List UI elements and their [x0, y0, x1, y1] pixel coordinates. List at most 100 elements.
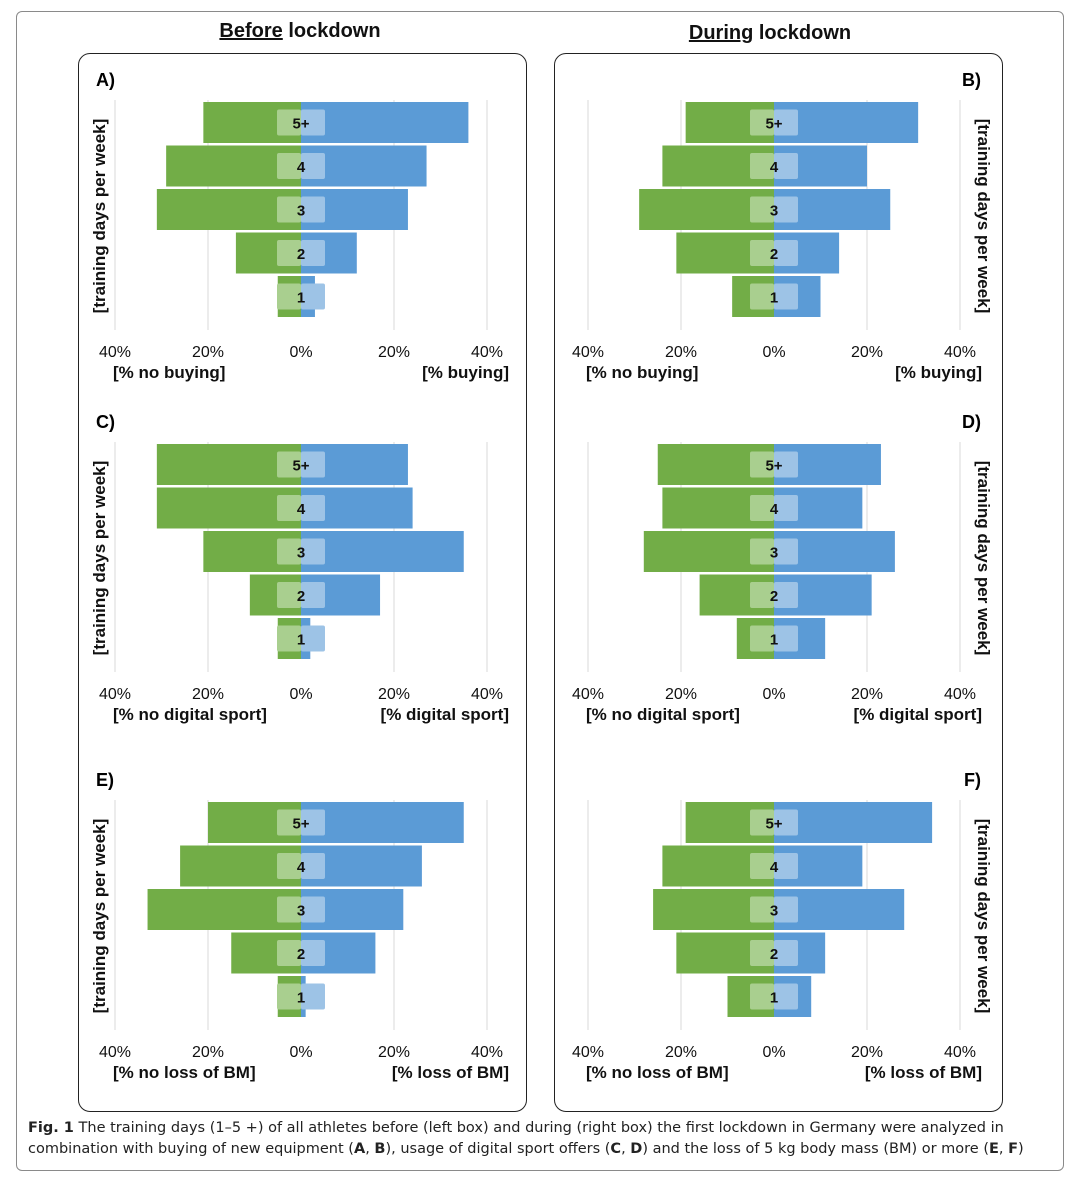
category-box-right-A-1: [301, 109, 325, 136]
category-box-right-D-2: [774, 495, 798, 521]
category-label-B-3: 3: [770, 203, 778, 220]
category-box-left-D-1: [750, 451, 774, 478]
category-box-left-B-5: [750, 283, 774, 310]
heading-before-lockdown: Before lockdown: [150, 20, 450, 43]
category-box-right-A-3: [301, 196, 325, 223]
category-label-A-1: 5+: [292, 116, 309, 133]
category-box-left-E-4: [277, 940, 301, 966]
axis-label-left-B: [% no buying]: [586, 363, 698, 382]
axis-label-right-F: [% loss of BM]: [865, 1063, 982, 1082]
tick-label-B-1: 40%: [572, 344, 604, 361]
tick-label-D-1: 40%: [572, 686, 604, 703]
category-box-left-F-1: [750, 809, 774, 836]
panel-label-A: A): [96, 70, 115, 90]
chart-panel-A: 5+ 4 3 2 1 40% 20% 0% 20% 40% [% no buying] [% buyi…: [90, 70, 509, 382]
category-box-left-A-5: [277, 283, 301, 310]
category-box-right-E-1: [301, 809, 325, 836]
y-axis-label-E: [training days per week]: [90, 819, 109, 1014]
tick-label-A-2: 20%: [192, 344, 224, 361]
chart-panel-E: 5+ 4 3 2 1 40% 20% 0% 20% 40% [% no loss of BM] [% …: [90, 770, 509, 1082]
caption-text-3: ) and the loss of 5 kg body mass (BM) or…: [642, 1141, 989, 1157]
axis-label-left-C: [% no digital sport]: [113, 705, 267, 724]
category-box-left-F-4: [750, 940, 774, 966]
category-box-left-B-4: [750, 240, 774, 266]
heading-before-rest: lockdown: [282, 20, 381, 42]
figure-caption: Fig. 1 The training days (1–5 +) of all …: [28, 1118, 1053, 1160]
category-label-B-2: 4: [770, 159, 779, 176]
panel-label-F: F): [964, 770, 981, 790]
category-box-left-A-4: [277, 240, 301, 266]
category-box-right-B-2: [774, 153, 798, 179]
category-label-C-1: 5+: [292, 458, 309, 475]
bar-left-C-1: [156, 444, 301, 485]
tick-label-F-1: 40%: [572, 1044, 604, 1061]
bar-right-F-1: [774, 802, 933, 843]
category-label-C-5: 1: [297, 632, 305, 649]
caption-bold-6: F: [1008, 1141, 1019, 1157]
category-label-C-2: 4: [297, 501, 306, 518]
panel-label-C: C): [96, 412, 115, 432]
category-box-right-D-1: [774, 451, 798, 478]
category-box-right-C-5: [301, 625, 325, 652]
bar-left-A-3: [156, 189, 301, 230]
caption-text-2: ), usage of digital sport offers (: [385, 1141, 611, 1157]
category-label-E-3: 3: [297, 903, 305, 920]
tick-label-F-5: 40%: [944, 1044, 976, 1061]
category-box-right-B-4: [774, 240, 798, 266]
heading-during-rest: lockdown: [753, 22, 852, 44]
y-axis-label-C: [training days per week]: [90, 461, 109, 656]
category-box-right-E-3: [301, 896, 325, 923]
chart-panel-C: 5+ 4 3 2 1 40% 20% 0% 20% 40% [% no digital sport]…: [90, 412, 509, 724]
caption-text-4: ): [1018, 1141, 1024, 1157]
category-box-right-A-5: [301, 283, 325, 310]
category-box-left-F-2: [750, 853, 774, 879]
tick-label-E-3: 0%: [289, 1044, 312, 1061]
category-box-left-C-1: [277, 451, 301, 478]
bar-right-E-1: [301, 802, 464, 843]
y-axis-label-A: [training days per week]: [90, 119, 109, 314]
tick-label-B-5: 40%: [944, 344, 976, 361]
y-axis-label-F: [training days per week]: [974, 819, 993, 1014]
category-box-right-C-1: [301, 451, 325, 478]
category-box-right-A-4: [301, 240, 325, 266]
category-label-A-5: 1: [297, 290, 305, 307]
category-box-right-D-5: [774, 625, 798, 652]
panel-label-D: D): [962, 412, 981, 432]
bar-left-C-2: [156, 487, 301, 529]
category-box-right-F-1: [774, 809, 798, 836]
tick-label-A-3: 0%: [289, 344, 312, 361]
axis-label-left-D: [% no digital sport]: [586, 705, 740, 724]
tick-label-E-2: 20%: [192, 1044, 224, 1061]
category-label-C-3: 3: [297, 545, 305, 562]
category-label-C-4: 2: [297, 588, 305, 605]
tick-label-B-4: 20%: [851, 344, 883, 361]
tick-label-E-5: 40%: [471, 1044, 503, 1061]
tick-label-B-3: 0%: [762, 344, 785, 361]
category-box-left-E-5: [277, 983, 301, 1010]
tick-label-A-5: 40%: [471, 344, 503, 361]
category-label-F-5: 1: [770, 990, 778, 1007]
heading-during-underlined: During: [688, 22, 754, 44]
caption-bold-2: B: [374, 1141, 386, 1157]
axis-label-right-C: [% digital sport]: [381, 705, 509, 724]
category-label-F-1: 5+: [765, 816, 782, 833]
category-box-left-A-1: [277, 109, 301, 136]
tick-label-A-1: 40%: [99, 344, 131, 361]
category-box-left-A-2: [277, 153, 301, 179]
category-box-right-E-4: [301, 940, 325, 966]
caption-sep-3: ,: [998, 1141, 1009, 1157]
category-box-right-F-4: [774, 940, 798, 966]
tick-label-F-4: 20%: [851, 1044, 883, 1061]
category-box-right-D-3: [774, 538, 798, 565]
category-box-left-B-1: [750, 109, 774, 136]
tick-label-E-1: 40%: [99, 1044, 131, 1061]
figure-frame: [16, 11, 1064, 1171]
category-box-left-D-5: [750, 625, 774, 652]
category-box-left-F-5: [750, 983, 774, 1010]
axis-label-left-A: [% no buying]: [113, 363, 225, 382]
category-box-right-C-4: [301, 582, 325, 608]
category-box-left-B-2: [750, 153, 774, 179]
heading-before-underlined: Before: [219, 20, 283, 42]
caption-sep-2: ,: [621, 1141, 631, 1157]
tick-label-C-4: 20%: [378, 686, 410, 703]
